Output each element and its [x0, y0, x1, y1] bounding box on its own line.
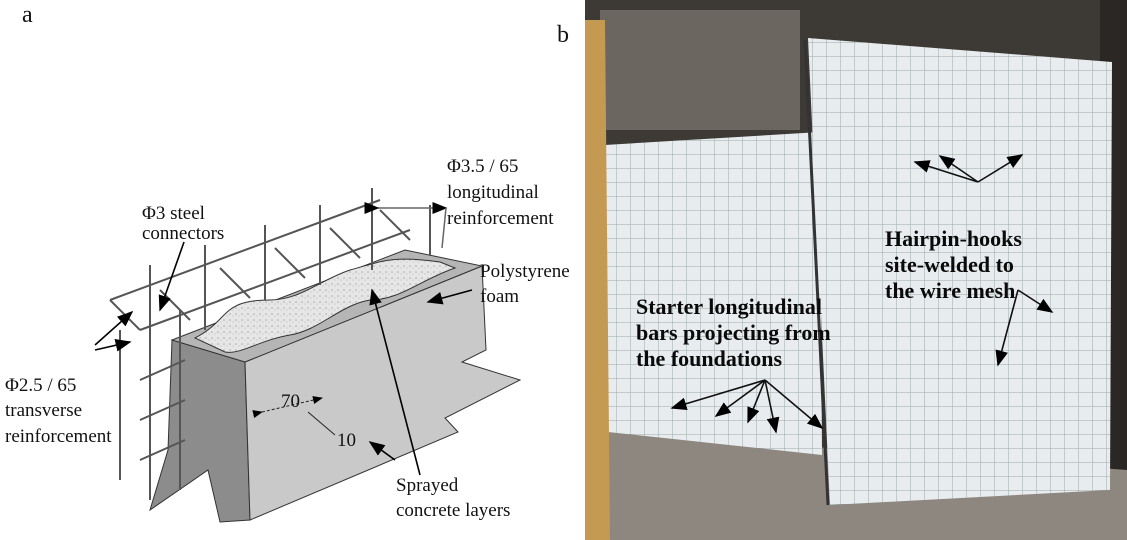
annotation: concrete layers — [396, 500, 510, 521]
annotation: Φ3 steel — [142, 203, 205, 224]
annotation: Φ2.5 / 65 — [5, 375, 76, 396]
annotation: foam — [480, 286, 519, 307]
annotation: transverse — [5, 400, 82, 421]
photo — [585, 0, 1127, 540]
annotation: the foundations — [636, 346, 783, 371]
annotation: Starter longitudinal — [636, 294, 822, 319]
annotation: site-welded to — [885, 252, 1014, 277]
arrow — [95, 342, 130, 350]
annotation: Φ3.5 / 65 — [447, 156, 518, 177]
dimension: 10 — [337, 430, 356, 451]
dimension-leader — [442, 208, 446, 248]
annotation: Sprayed — [396, 475, 459, 496]
arrow — [95, 312, 132, 345]
annotation: the wire mesh — [885, 278, 1015, 303]
annotation: reinforcement — [447, 208, 554, 229]
annotation: longitudinal — [447, 182, 539, 203]
dimension: 70 — [281, 391, 300, 412]
annotation: Hairpin-hooks — [885, 226, 1022, 251]
panel-label: a — [22, 2, 33, 28]
arrow — [160, 242, 184, 310]
annotation: bars projecting from — [636, 320, 831, 345]
panel-label: b — [557, 22, 569, 48]
figure: a Φ3.5 / 65 longitudinal reinforcement Φ… — [0, 0, 1127, 540]
annotation: Polystyrene — [480, 261, 570, 282]
annotation: reinforcement — [5, 426, 112, 447]
annotation: connectors — [142, 223, 224, 244]
